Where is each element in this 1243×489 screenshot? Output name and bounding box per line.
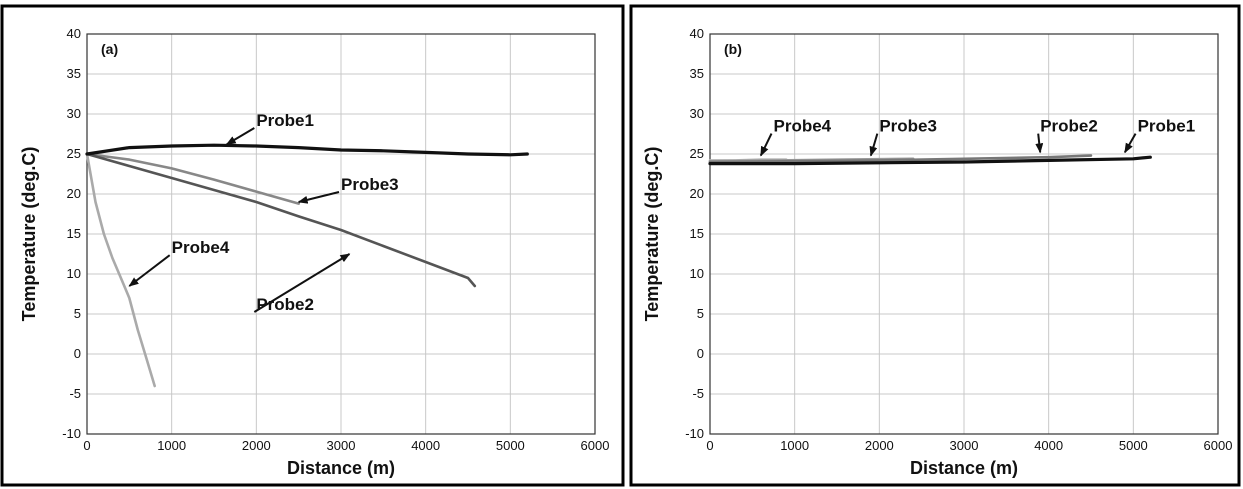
annotation-label-b: Probe4 bbox=[774, 117, 832, 136]
y-tick-label-a: -10 bbox=[62, 426, 81, 441]
x-tick-label-b: 0 bbox=[706, 438, 713, 453]
panel-label-b: (b) bbox=[724, 41, 742, 57]
y-tick-label-b: -10 bbox=[685, 426, 704, 441]
panel-label-a: (a) bbox=[101, 41, 118, 57]
axes-frame-a bbox=[86, 33, 596, 435]
y-tick-label-a: 15 bbox=[67, 226, 81, 241]
panel-b-frame bbox=[629, 4, 1241, 487]
panel-a-frame bbox=[0, 4, 625, 487]
y-tick-label-b: 0 bbox=[697, 346, 704, 361]
y-tick-label-a: 25 bbox=[67, 146, 81, 161]
x-tick-label-b: 3000 bbox=[950, 438, 979, 453]
x-tick-label-b: 5000 bbox=[1119, 438, 1148, 453]
x-tick-label-a: 3000 bbox=[327, 438, 356, 453]
annotation-arrow-a bbox=[253, 253, 351, 313]
y-tick-label-b: 30 bbox=[690, 106, 704, 121]
series-line-probe1-b bbox=[708, 155, 1152, 166]
x-tick-label-a: 5000 bbox=[496, 438, 525, 453]
series-line-probe4-a bbox=[85, 152, 156, 388]
x-tick-label-b: 4000 bbox=[1034, 438, 1063, 453]
y-tick-label-b: 10 bbox=[690, 266, 704, 281]
series-line-probe2-b bbox=[708, 154, 1093, 164]
x-tick-label-a: 4000 bbox=[411, 438, 440, 453]
annotation-label-b: Probe1 bbox=[1138, 117, 1196, 136]
x-tick-label-a: 0 bbox=[83, 438, 90, 453]
y-tick-label-a: 35 bbox=[67, 66, 81, 81]
x-tick-label-a: 6000 bbox=[581, 438, 610, 453]
annotation-label-b: Probe3 bbox=[879, 117, 937, 136]
annotation-arrow-b bbox=[869, 133, 879, 157]
series-line-probe1-a bbox=[85, 143, 529, 157]
y-tick-label-a: 0 bbox=[74, 346, 81, 361]
x-tick-label-b: 1000 bbox=[780, 438, 809, 453]
annotation-label-b: Probe2 bbox=[1040, 117, 1098, 136]
annotation-label-a: Probe3 bbox=[341, 175, 399, 194]
y-tick-label-a: 5 bbox=[74, 306, 81, 321]
annotation-arrow-b bbox=[1035, 133, 1044, 154]
axes-frame-b bbox=[709, 33, 1219, 435]
y-tick-label-a: 10 bbox=[67, 266, 81, 281]
y-tick-label-a: 40 bbox=[67, 26, 81, 41]
y-tick-label-b: 20 bbox=[690, 186, 704, 201]
y-tick-label-b: 5 bbox=[697, 306, 704, 321]
y-tick-label-a: -5 bbox=[69, 386, 81, 401]
annotation-arrow-a bbox=[128, 254, 171, 287]
series-line-probe3-a bbox=[85, 152, 301, 205]
y-tick-label-b: 35 bbox=[690, 66, 704, 81]
panel-b: 0 1000 2000 3000 4000 5000 6000 -10 -5 0 5 10 15 20 25… bbox=[642, 26, 1232, 478]
y-tick-label-b: 25 bbox=[690, 146, 704, 161]
series-line-probe2-a bbox=[85, 152, 477, 288]
annotation-arrow-a bbox=[225, 127, 255, 146]
x-tick-label-b: 6000 bbox=[1204, 438, 1233, 453]
y-tick-label-a: 20 bbox=[67, 186, 81, 201]
annotation-label-a: Probe4 bbox=[172, 238, 230, 257]
y-axis-label-b: Temperature (deg.C) bbox=[642, 147, 662, 322]
y-tick-label-b: 15 bbox=[690, 226, 704, 241]
x-axis-label-a: Distance (m) bbox=[287, 458, 395, 478]
annotation-label-a: Probe1 bbox=[256, 111, 314, 130]
panel-a: 0 1000 2000 3000 4000 5000 6000 -10 -5 0 5 10 15 20 25… bbox=[19, 26, 609, 478]
y-axis-label-a: Temperature (deg.C) bbox=[19, 147, 39, 322]
x-axis-label-b: Distance (m) bbox=[910, 458, 1018, 478]
y-tick-label-a: 30 bbox=[67, 106, 81, 121]
annotation-arrow-b bbox=[1123, 133, 1137, 154]
annotation-arrow-b bbox=[759, 133, 773, 157]
x-tick-label-a: 1000 bbox=[157, 438, 186, 453]
y-tick-label-b: 40 bbox=[690, 26, 704, 41]
annotation-label-a: Probe2 bbox=[256, 295, 314, 314]
x-tick-label-a: 2000 bbox=[242, 438, 271, 453]
annotation-arrow-a bbox=[297, 191, 340, 204]
y-tick-label-b: -5 bbox=[692, 386, 704, 401]
x-tick-label-b: 2000 bbox=[865, 438, 894, 453]
